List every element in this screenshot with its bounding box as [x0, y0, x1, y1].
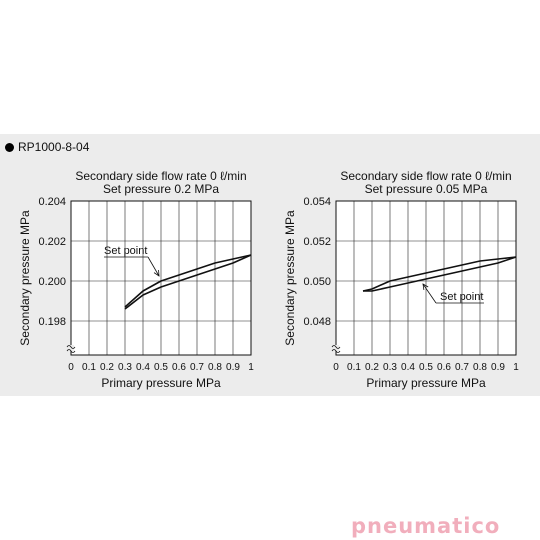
x-tick-label: 0.5 — [154, 362, 168, 373]
set-point-leader — [422, 283, 437, 304]
set-point-label: Set point — [104, 245, 147, 257]
x-tick-label: 0.8 — [208, 362, 222, 373]
plot-frame — [335, 200, 517, 356]
axis-break-gap — [333, 345, 339, 351]
y-axis-label: Secondary pressure MPa — [283, 210, 297, 346]
x-tick-label: 0 — [68, 362, 74, 373]
x-tick-label: 0.8 — [473, 362, 487, 373]
brand-logo: pneumatico — [351, 514, 501, 538]
x-tick-label: 0.1 — [82, 362, 96, 373]
x-tick-label: 0.4 — [401, 362, 415, 373]
bullet-icon — [5, 142, 14, 152]
y-tick-label: 0.048 — [303, 316, 331, 328]
x-tick-label: 0.2 — [100, 362, 114, 373]
y-tick-label: 0.050 — [303, 276, 331, 288]
x-tick-label: 0.6 — [437, 362, 451, 373]
axis-break-icon — [66, 345, 76, 353]
chart-subtitle: Set pressure 0.05 MPa — [365, 182, 488, 196]
y-tick-label: 0.052 — [303, 236, 331, 248]
series-line-1 — [124, 254, 252, 308]
series-line-2 — [124, 254, 252, 310]
x-tick-label: 0.5 — [419, 362, 433, 373]
x-tick-label: 0.2 — [365, 362, 379, 373]
set-point-label: Set point — [440, 291, 483, 303]
model-label-text: RP1000-8-04 — [18, 140, 90, 154]
x-tick-label: 0.1 — [347, 362, 361, 373]
y-tick-label: 0.198 — [38, 316, 66, 328]
series-line-1 — [362, 256, 517, 292]
plot-frame — [70, 200, 252, 356]
x-tick-label: 0.7 — [190, 362, 204, 373]
set-point-arrow-icon — [153, 269, 160, 277]
set-point-leader — [147, 256, 160, 277]
set-point-arrow-icon — [422, 283, 429, 290]
x-tick-label: 0.3 — [383, 362, 397, 373]
x-tick-label: 0.6 — [172, 362, 186, 373]
x-tick-label: 0.4 — [136, 362, 150, 373]
x-tick-label: 1 — [248, 362, 254, 373]
axis-break-icon — [331, 345, 341, 353]
x-tick-label: 0.9 — [226, 362, 240, 373]
y-tick-label: 0.200 — [38, 276, 66, 288]
x-tick-label: 0 — [333, 362, 339, 373]
y-axis-label: Secondary pressure MPa — [18, 210, 32, 346]
x-axis-label: Primary pressure MPa — [366, 376, 486, 390]
x-tick-label: 0.7 — [455, 362, 469, 373]
series-line-2 — [363, 256, 517, 292]
model-label: RP1000-8-04 — [5, 140, 89, 154]
x-tick-label: 0.3 — [118, 362, 132, 373]
y-tick-label: 0.204 — [38, 196, 66, 208]
y-tick-label: 0.202 — [38, 236, 66, 248]
chart-title: Secondary side flow rate 0 ℓ/min — [75, 169, 246, 183]
chart-subtitle: Set pressure 0.2 MPa — [103, 182, 219, 196]
chart-title: Secondary side flow rate 0 ℓ/min — [340, 169, 511, 183]
x-tick-label: 0.9 — [491, 362, 505, 373]
axis-break-gap — [68, 345, 74, 351]
x-axis-label: Primary pressure MPa — [101, 376, 221, 390]
y-tick-label: 0.054 — [303, 196, 331, 208]
x-tick-label: 1 — [513, 362, 519, 373]
